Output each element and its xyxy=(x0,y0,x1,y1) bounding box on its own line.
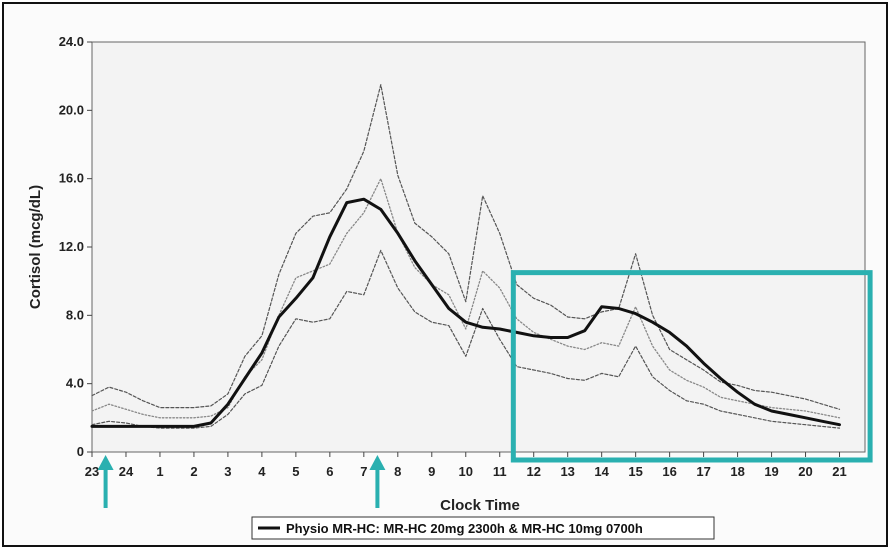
series-layer xyxy=(90,84,841,429)
y-axis: 0 4.0 8.0 12.0 16.0 20.0 24.0 xyxy=(59,34,92,459)
x-tick-label: 1 xyxy=(156,464,163,479)
y-tick-label: 0 xyxy=(77,444,84,459)
x-tick-label: 4 xyxy=(258,464,266,479)
x-tick-label: 17 xyxy=(696,464,710,479)
annotation-layer xyxy=(97,270,873,508)
series-line-lower-range xyxy=(91,249,841,429)
x-tick-label: 19 xyxy=(764,464,778,479)
x-tick-label: 23 xyxy=(85,464,99,479)
y-tick-label: 24.0 xyxy=(59,34,84,49)
x-tick-label: 16 xyxy=(662,464,676,479)
x-tick-label: 7 xyxy=(360,464,367,479)
y-tick-label: 8.0 xyxy=(66,307,84,322)
x-tick-label: 24 xyxy=(119,464,134,479)
y-tick-label: 16.0 xyxy=(59,171,84,186)
legend: Physio MR-HC: MR-HC 20mg 2300h & MR-HC 1… xyxy=(251,516,715,540)
x-tick-label: 3 xyxy=(224,464,231,479)
legend-label: Physio MR-HC: MR-HC 20mg 2300h & MR-HC 1… xyxy=(286,521,643,536)
x-axis: 23 24 1 2 3 4 5 6 7 8 9 10 11 12 13 14 15 16 17 18 19 20 21 xyxy=(85,452,847,479)
x-tick-label: 18 xyxy=(730,464,744,479)
x-tick-label: 20 xyxy=(798,464,812,479)
series-line-upper-range xyxy=(91,84,841,410)
x-tick-label: 13 xyxy=(560,464,574,479)
x-tick-label: 6 xyxy=(326,464,333,479)
series-line-physio-mr-hc xyxy=(90,197,841,428)
x-tick-label: 15 xyxy=(628,464,642,479)
x-tick-label: 2 xyxy=(190,464,197,479)
x-tick-label: 9 xyxy=(428,464,435,479)
y-tick-label: 20.0 xyxy=(59,102,84,117)
x-tick-label: 10 xyxy=(459,464,473,479)
y-tick-label: 12.0 xyxy=(59,239,84,254)
x-tick-label: 21 xyxy=(832,464,846,479)
x-tick-label: 12 xyxy=(526,464,540,479)
plot-area xyxy=(91,41,866,453)
arrow-up-icon xyxy=(97,455,114,470)
x-tick-label: 11 xyxy=(493,464,507,479)
y-tick-label: 4.0 xyxy=(66,376,84,391)
legend-box xyxy=(251,516,715,540)
y-axis-label: Cortisol (mcg/dL) xyxy=(27,185,44,309)
x-tick-label: 14 xyxy=(594,464,609,479)
x-tick-label: 8 xyxy=(394,464,401,479)
x-axis-label: Clock Time xyxy=(440,497,520,514)
arrow-up-icon xyxy=(369,455,386,470)
highlight-box xyxy=(510,270,873,463)
x-tick-label: 5 xyxy=(292,464,299,479)
